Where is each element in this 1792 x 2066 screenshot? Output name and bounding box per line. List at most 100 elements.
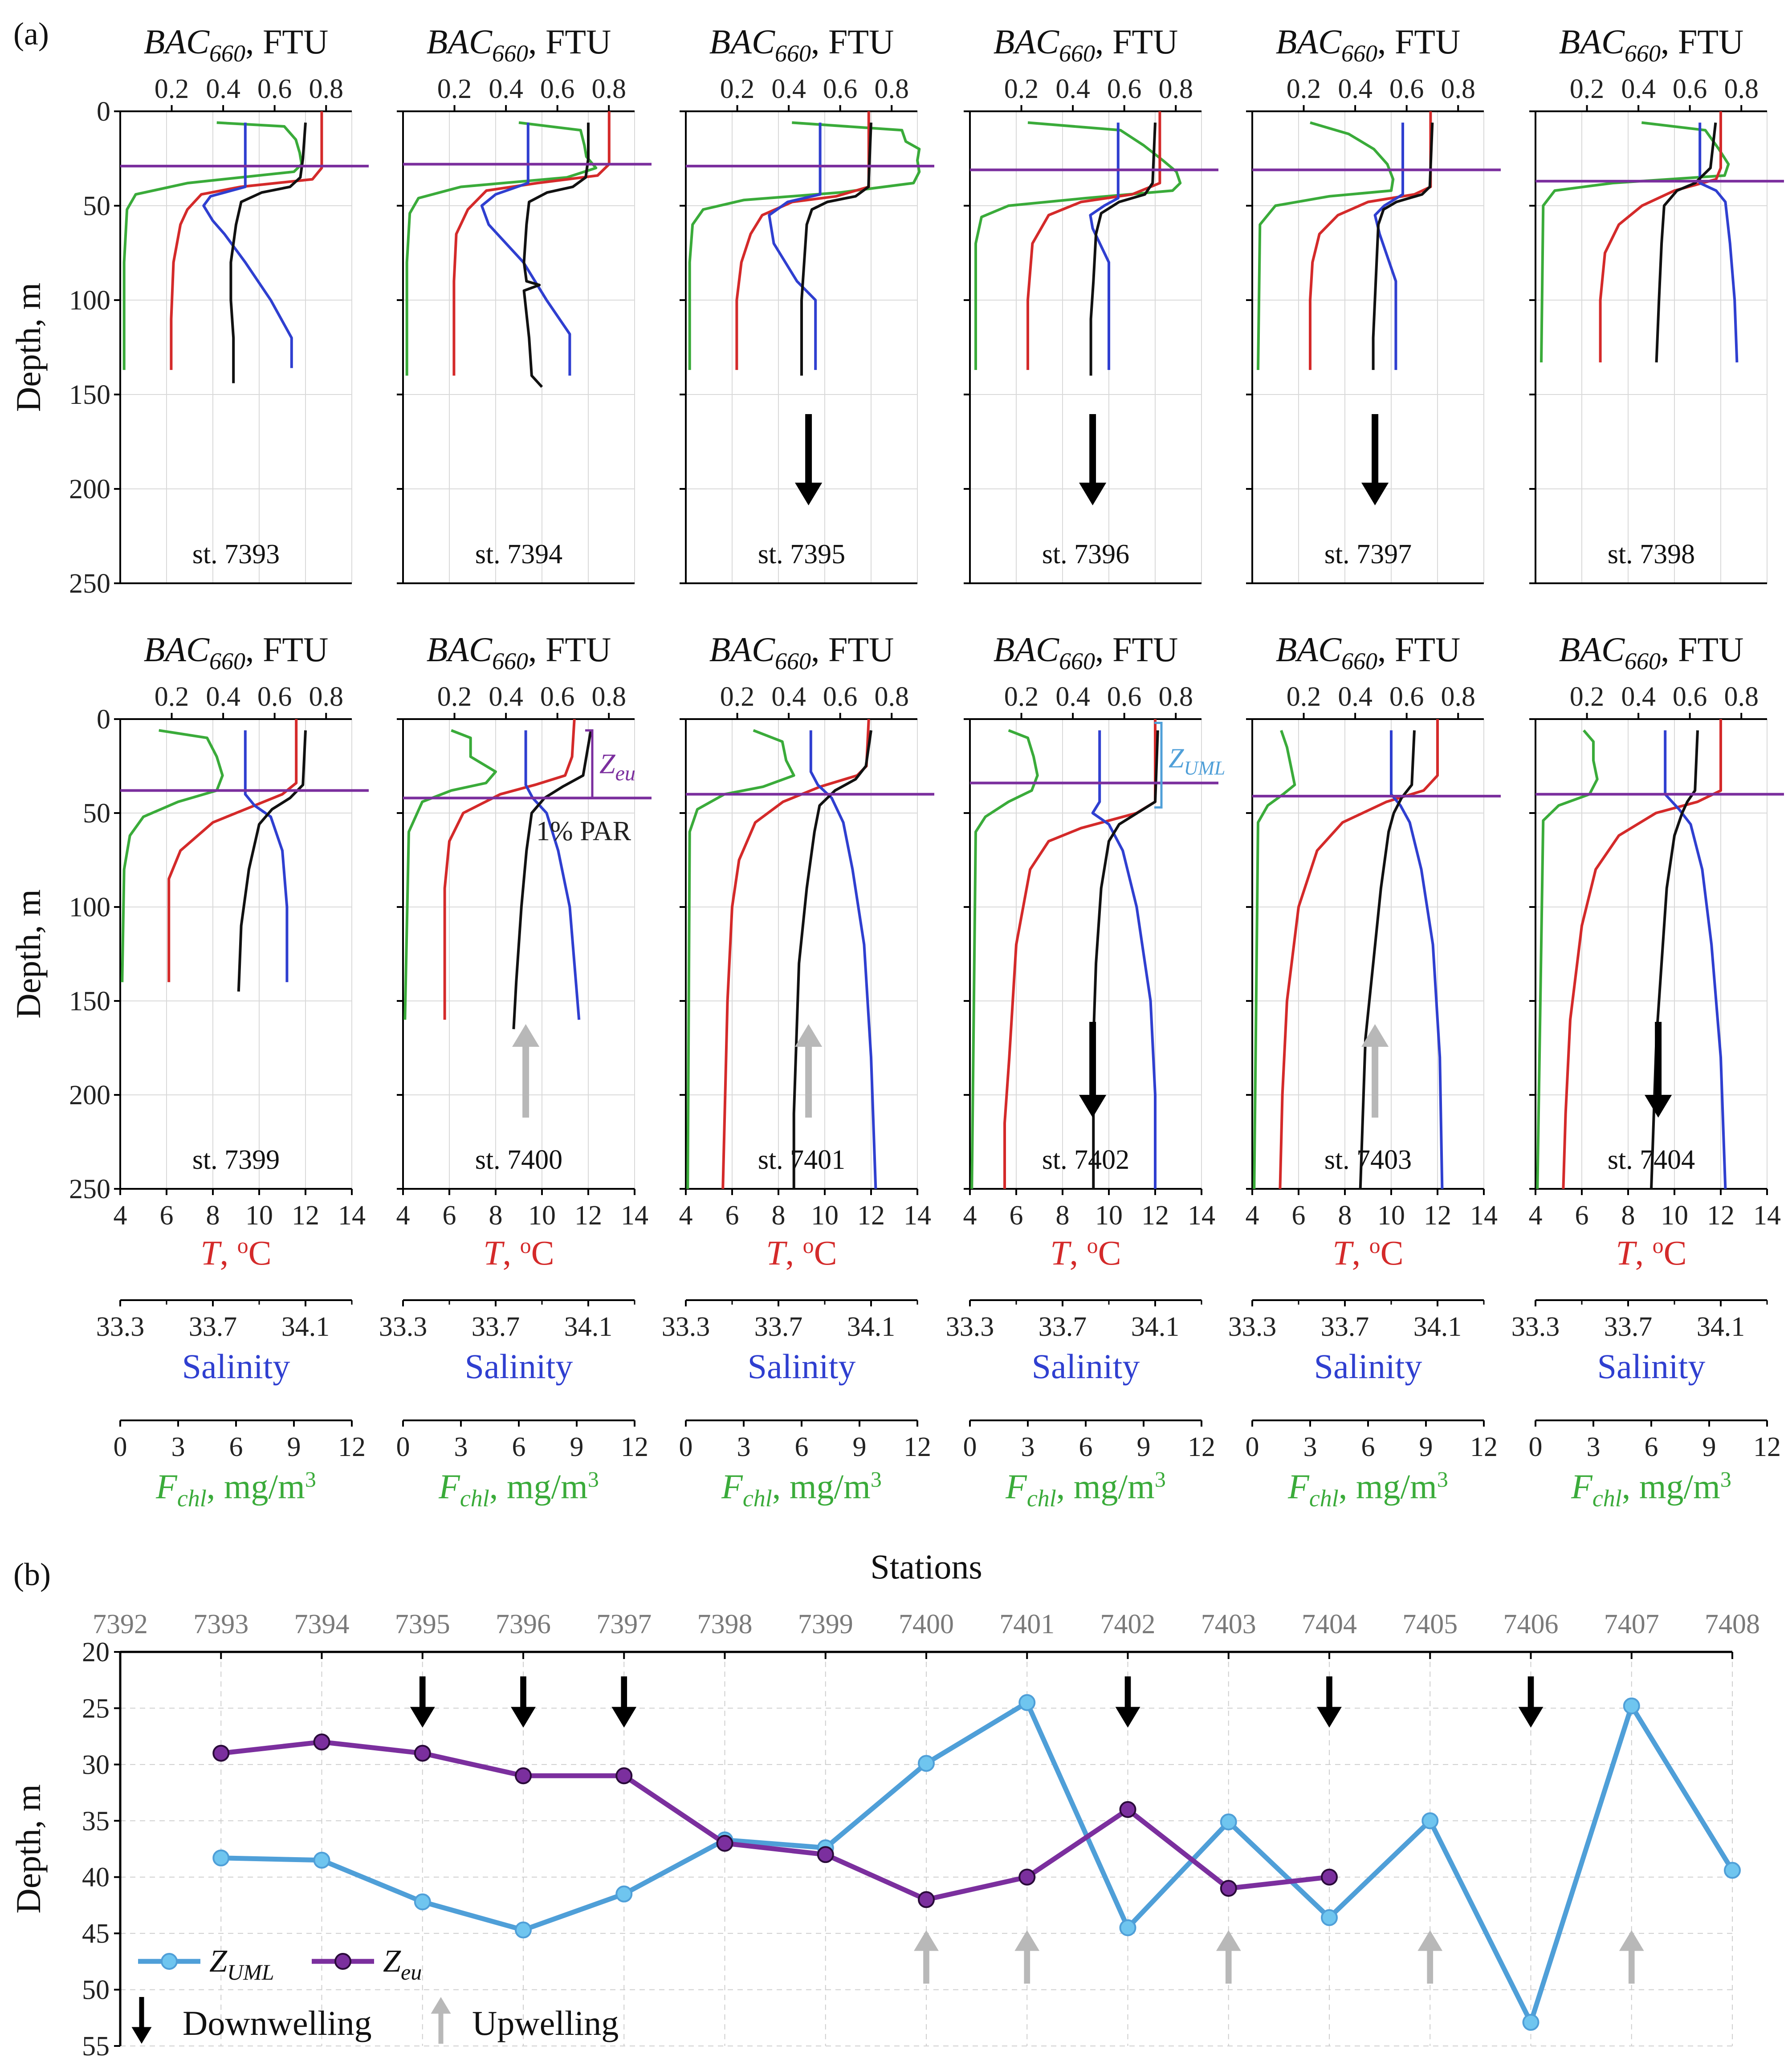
temperature-line	[167, 719, 298, 982]
bac-axis-title-part-1: 660	[1341, 648, 1377, 675]
salinity-tick-label: 34.1	[1131, 1312, 1180, 1342]
bac-tick-label: 0.6	[1673, 74, 1707, 104]
bac-axis-title: BAC660, FTU	[709, 630, 894, 675]
salinity-tick-label: 34.1	[847, 1312, 896, 1342]
chl-tick-label: 6	[1361, 1432, 1375, 1462]
profile-7403: 0.2 0.4 0.6 0.8 BAC660, FTU 4 6 8 10 12 14 T, oC 33.…	[1228, 630, 1501, 1512]
bac-axis-title-part-2: , FTU	[1661, 630, 1743, 669]
salinity-line	[202, 122, 293, 368]
chlorophyll-line	[1540, 121, 1730, 362]
upwelling-arrow-head	[914, 1930, 939, 1951]
bac-tick-label: 0.4	[206, 74, 240, 104]
temperature-line	[1279, 719, 1439, 1189]
bac-axis-title-part-2: , FTU	[245, 630, 328, 669]
station-tick-label: 7403	[1201, 1609, 1256, 1639]
downwelling-arrow	[1361, 414, 1389, 505]
zuml-point	[615, 1885, 633, 1903]
chl-tick-label: 9	[570, 1432, 584, 1462]
zuml-point	[1421, 1812, 1439, 1830]
temperature-axis-title-part-1: ,	[1070, 1233, 1087, 1272]
salinity-line	[1091, 730, 1157, 1189]
upwelling-arrow-head	[512, 1024, 540, 1047]
chl-axis-title-part-1: chl	[1309, 1485, 1339, 1512]
zeu-line	[220, 1739, 1330, 1902]
upwelling-arrow	[795, 1024, 823, 1118]
chl-axis-title-part-2: , mg/m	[489, 1467, 588, 1506]
station-label: st. 7402	[1042, 1145, 1129, 1175]
bac-axis-title-part-1: 660	[1341, 40, 1377, 67]
bac-tick-label: 0.4	[1055, 682, 1090, 712]
bac-tick-label: 0.8	[591, 682, 626, 712]
salinity-tick-label: 33.3	[1511, 1312, 1560, 1342]
zuml-point	[918, 1755, 935, 1772]
chl-tick-label: 6	[1079, 1432, 1093, 1462]
profile-7393: 0 50 100 150 200 250 0.2 0.4 0.6 0.8 BAC660, FTU st…	[9, 22, 369, 599]
chl-axis-title: Fchl, mg/m3	[438, 1467, 599, 1512]
bac-tick-label: 0.8	[1441, 74, 1475, 104]
bac-axis-title: BAC660, FTU	[994, 630, 1178, 675]
chl-axis-title-part-1: chl	[460, 1485, 489, 1512]
downwelling-arrow	[410, 1676, 435, 1728]
bac-tick-label: 0.8	[1724, 682, 1759, 712]
bac-axis-title-part-1: 660	[492, 40, 528, 67]
legend-upwelling-arrow	[431, 1997, 451, 2044]
temperature-axis-title-part-0: T	[483, 1233, 505, 1272]
depth-tick-label: 50	[83, 798, 110, 829]
station-tick-label: 7404	[1302, 1609, 1357, 1639]
temperature-tick-label: 4	[114, 1200, 127, 1231]
bac-tick-label: 0.8	[1158, 682, 1193, 712]
temperature-line	[1562, 719, 1722, 1189]
temperature-axis-title-part-3: C	[1098, 1233, 1121, 1272]
downwelling-arrow-head	[1115, 1707, 1140, 1728]
temperature-tick-label: 12	[857, 1200, 885, 1231]
chl-tick-label: 9	[287, 1432, 301, 1462]
bac-axis-title-part-1: 660	[775, 648, 811, 675]
chl-axis-title: Fchl, mg/m3	[155, 1467, 316, 1512]
bac-line	[1359, 730, 1416, 1189]
chl-tick-label: 0	[679, 1432, 693, 1462]
chl-tick-label: 3	[454, 1432, 468, 1462]
temperature-axis-title-part-2: o	[803, 1233, 814, 1258]
station-tick-label: 7408	[1705, 1609, 1760, 1639]
bac-axis-title-part-2: , FTU	[528, 630, 611, 669]
station-tick-label: 7399	[798, 1609, 853, 1639]
upwelling-arrow	[914, 1930, 939, 1984]
zuml-annotation: ZUML	[1169, 743, 1225, 779]
depth-tick-label: 150	[69, 986, 110, 1017]
bac-axis-title: BAC660, FTU	[1559, 630, 1744, 675]
temperature-axis-title: T, oC	[200, 1233, 271, 1272]
chl-axis-title-part-0: F	[438, 1467, 460, 1506]
salinity-tick-label: 34.1	[1697, 1312, 1745, 1342]
temperature-axis-title-part-0: T	[1616, 1233, 1637, 1272]
bac-tick-label: 0.6	[257, 682, 292, 712]
temperature-line	[443, 719, 576, 1020]
temperature-tick-label: 10	[811, 1200, 839, 1231]
zuml-point	[313, 1851, 330, 1869]
temperature-axis-title-part-1: ,	[503, 1233, 520, 1272]
chl-axis-title-part-0: F	[155, 1467, 178, 1506]
bac-axis-title-part-2: , FTU	[245, 22, 328, 61]
temperature-tick-label: 14	[904, 1200, 931, 1231]
temperature-axis-title-part-0: T	[200, 1233, 222, 1272]
temperature-line	[170, 111, 323, 370]
depth-tick-label: 55	[82, 2031, 110, 2062]
salinity-line	[768, 122, 822, 370]
temperature-line	[1309, 111, 1432, 370]
temperature-axis-title-part-3: C	[814, 1233, 837, 1272]
station-tick-label: 7398	[697, 1609, 753, 1639]
bac-tick-label: 0.2	[720, 682, 755, 712]
profile-7398: 0.2 0.4 0.6 0.8 BAC660, FTU st. 7398	[1529, 22, 1784, 584]
station-label: st. 7404	[1608, 1145, 1695, 1175]
chl-tick-label: 0	[114, 1432, 127, 1462]
profile-7402: 0.2 0.4 0.6 0.8 BAC660, FTU 4 6 8 10 12 14 T, oC 33.…	[946, 630, 1226, 1512]
bac-tick-label: 0.4	[771, 74, 806, 104]
temperature-axis-title-part-1: ,	[1352, 1233, 1369, 1272]
bac-tick-label: 0.2	[1287, 74, 1321, 104]
chl-axis-title-part-3: 3	[1720, 1467, 1731, 1492]
chlorophyll-line	[122, 121, 303, 370]
temperature-tick-label: 8	[1338, 1200, 1352, 1231]
station-tick-label: 7397	[596, 1609, 652, 1639]
depth-tick-label: 0	[97, 97, 110, 127]
legend-zeu-label: Zeu	[383, 1943, 422, 1985]
